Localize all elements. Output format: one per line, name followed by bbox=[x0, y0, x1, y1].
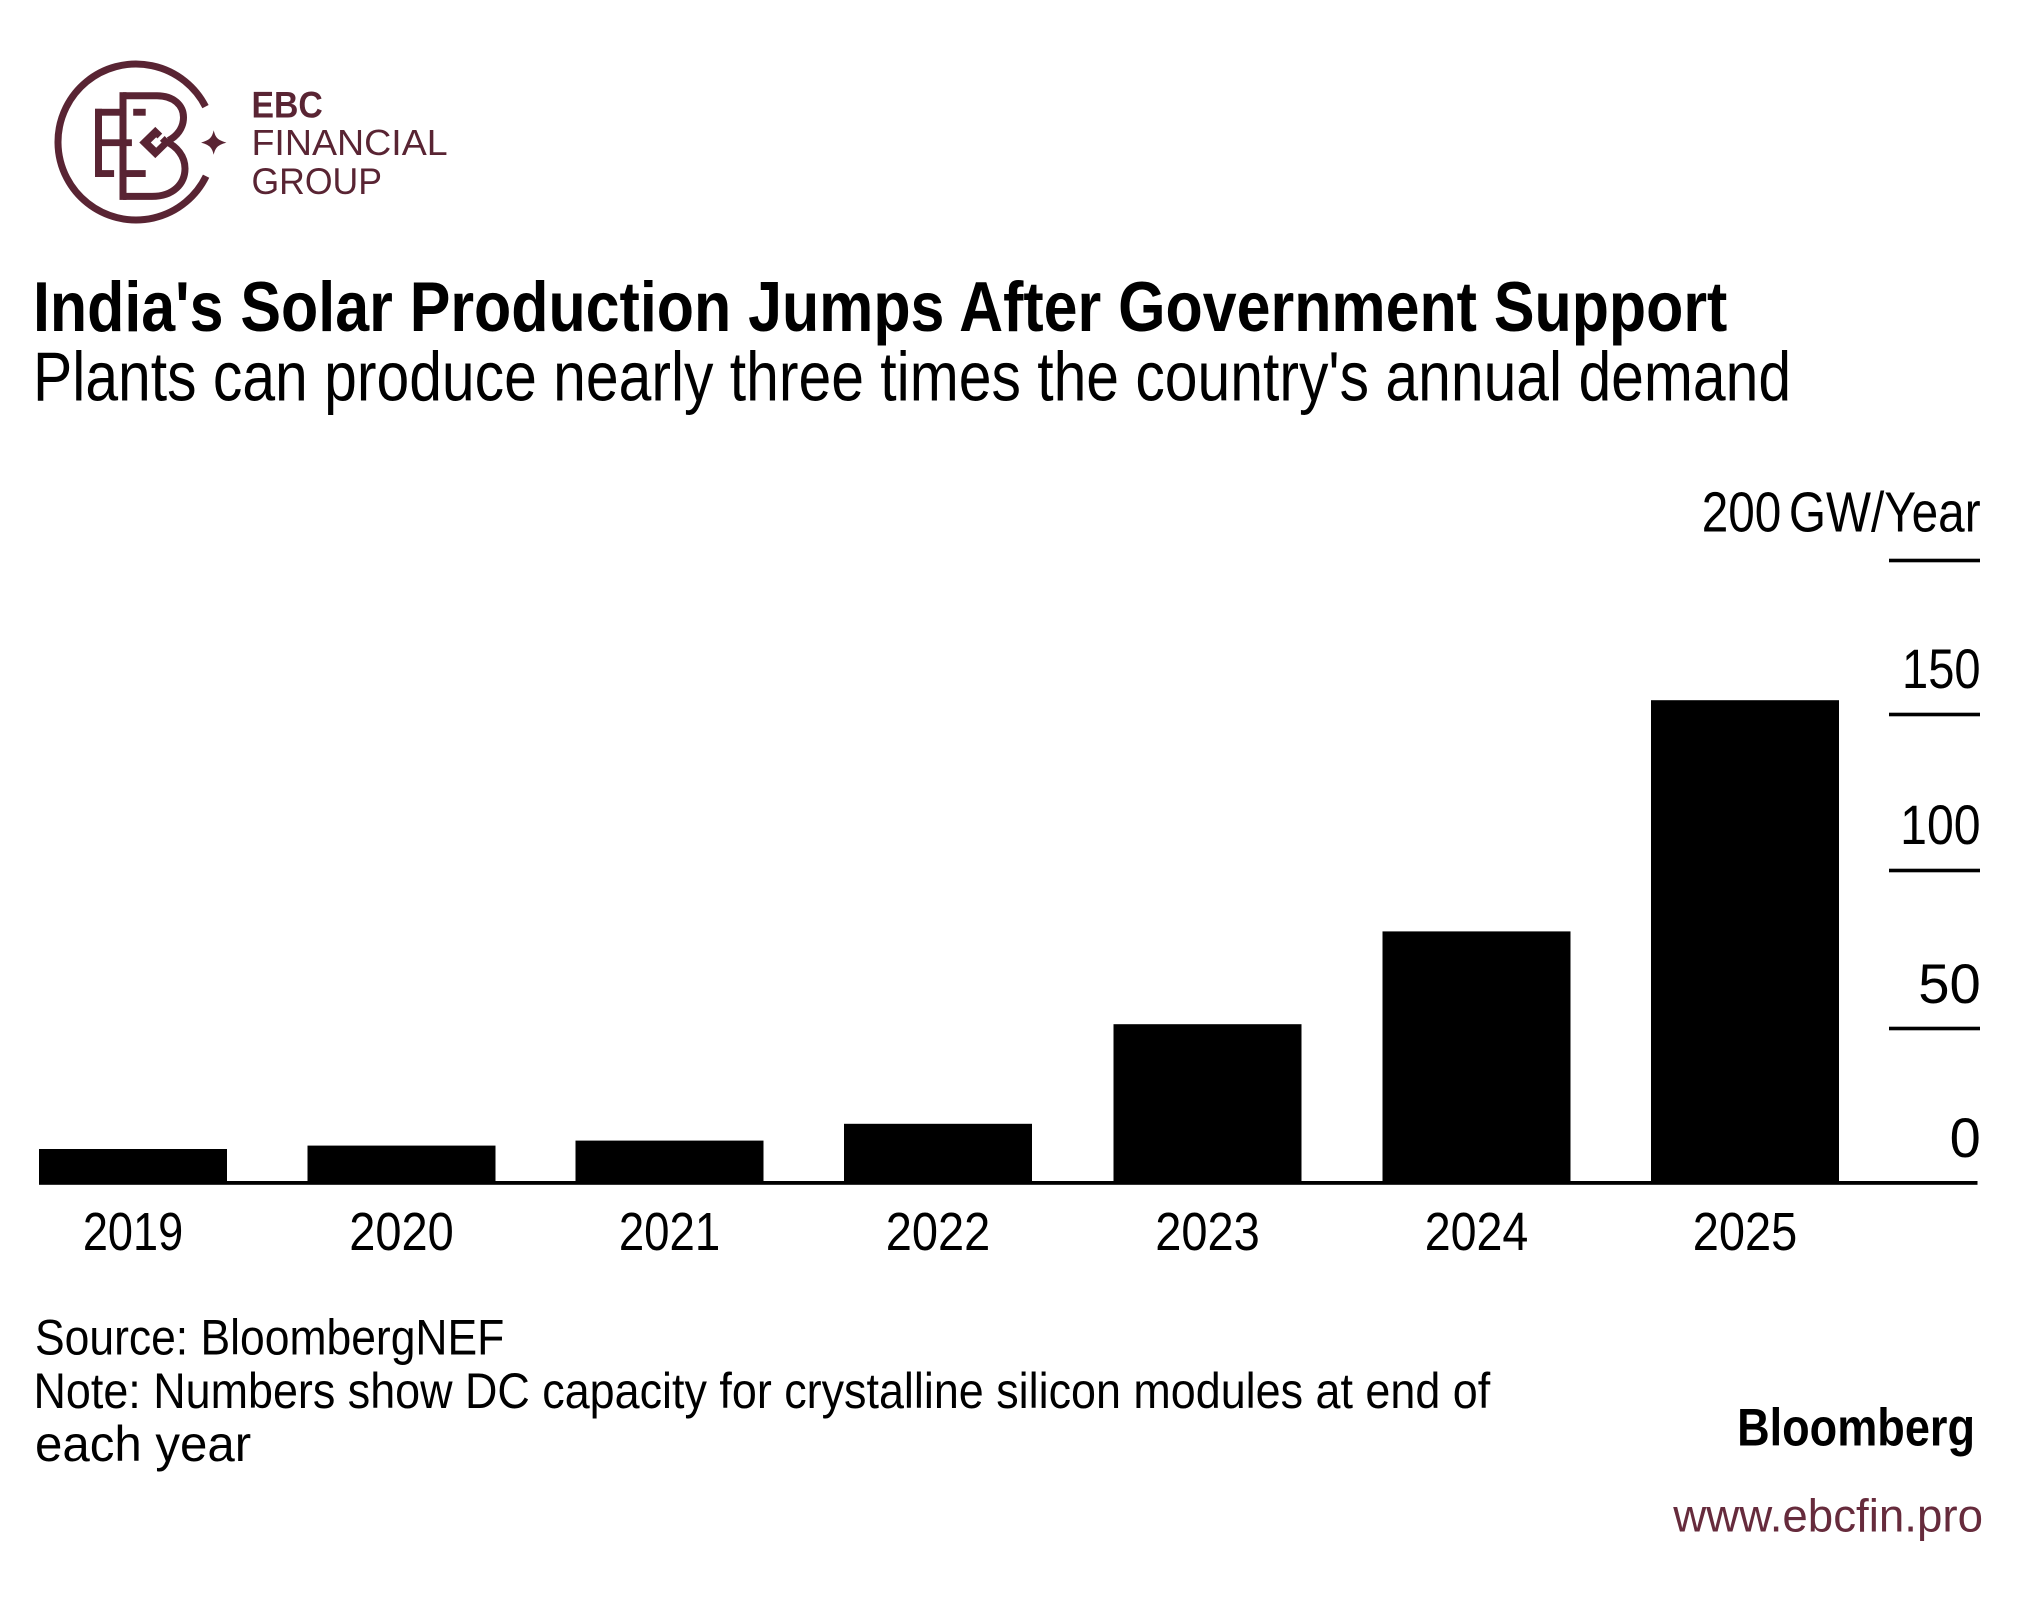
svg-text:India's Solar Production Jumps: India's Solar Production Jumps After Gov… bbox=[33, 267, 1727, 346]
svg-text:100: 100 bbox=[1900, 795, 1980, 857]
svg-text:50: 50 bbox=[1918, 952, 1981, 1015]
svg-text:EBC: EBC bbox=[252, 84, 323, 126]
svg-text:www.ebcfin.pro: www.ebcfin.pro bbox=[1672, 1489, 1983, 1541]
svg-text:Plants can produce nearly thre: Plants can produce nearly three times th… bbox=[33, 337, 1791, 416]
svg-text:2024: 2024 bbox=[1425, 1201, 1529, 1262]
svg-text:each year: each year bbox=[35, 1415, 251, 1472]
svg-text:150: 150 bbox=[1902, 637, 1981, 700]
svg-text:2023: 2023 bbox=[1155, 1201, 1260, 1262]
svg-text:Source: BloombergNEF: Source: BloombergNEF bbox=[35, 1310, 504, 1366]
svg-text:Note: Numbers show DC capacity: Note: Numbers show DC capacity for cryst… bbox=[34, 1364, 1491, 1420]
svg-text:2020: 2020 bbox=[349, 1201, 454, 1262]
svg-text:FINANCIAL: FINANCIAL bbox=[252, 123, 448, 163]
svg-text:2021: 2021 bbox=[619, 1201, 720, 1262]
svg-text:GROUP: GROUP bbox=[252, 161, 382, 203]
svg-text:Bloomberg: Bloomberg bbox=[1737, 1399, 1975, 1457]
svg-text:2025: 2025 bbox=[1693, 1201, 1798, 1262]
svg-text:2019: 2019 bbox=[83, 1201, 183, 1262]
svg-text:2022: 2022 bbox=[886, 1201, 991, 1262]
svg-text:0: 0 bbox=[1950, 1106, 1981, 1169]
